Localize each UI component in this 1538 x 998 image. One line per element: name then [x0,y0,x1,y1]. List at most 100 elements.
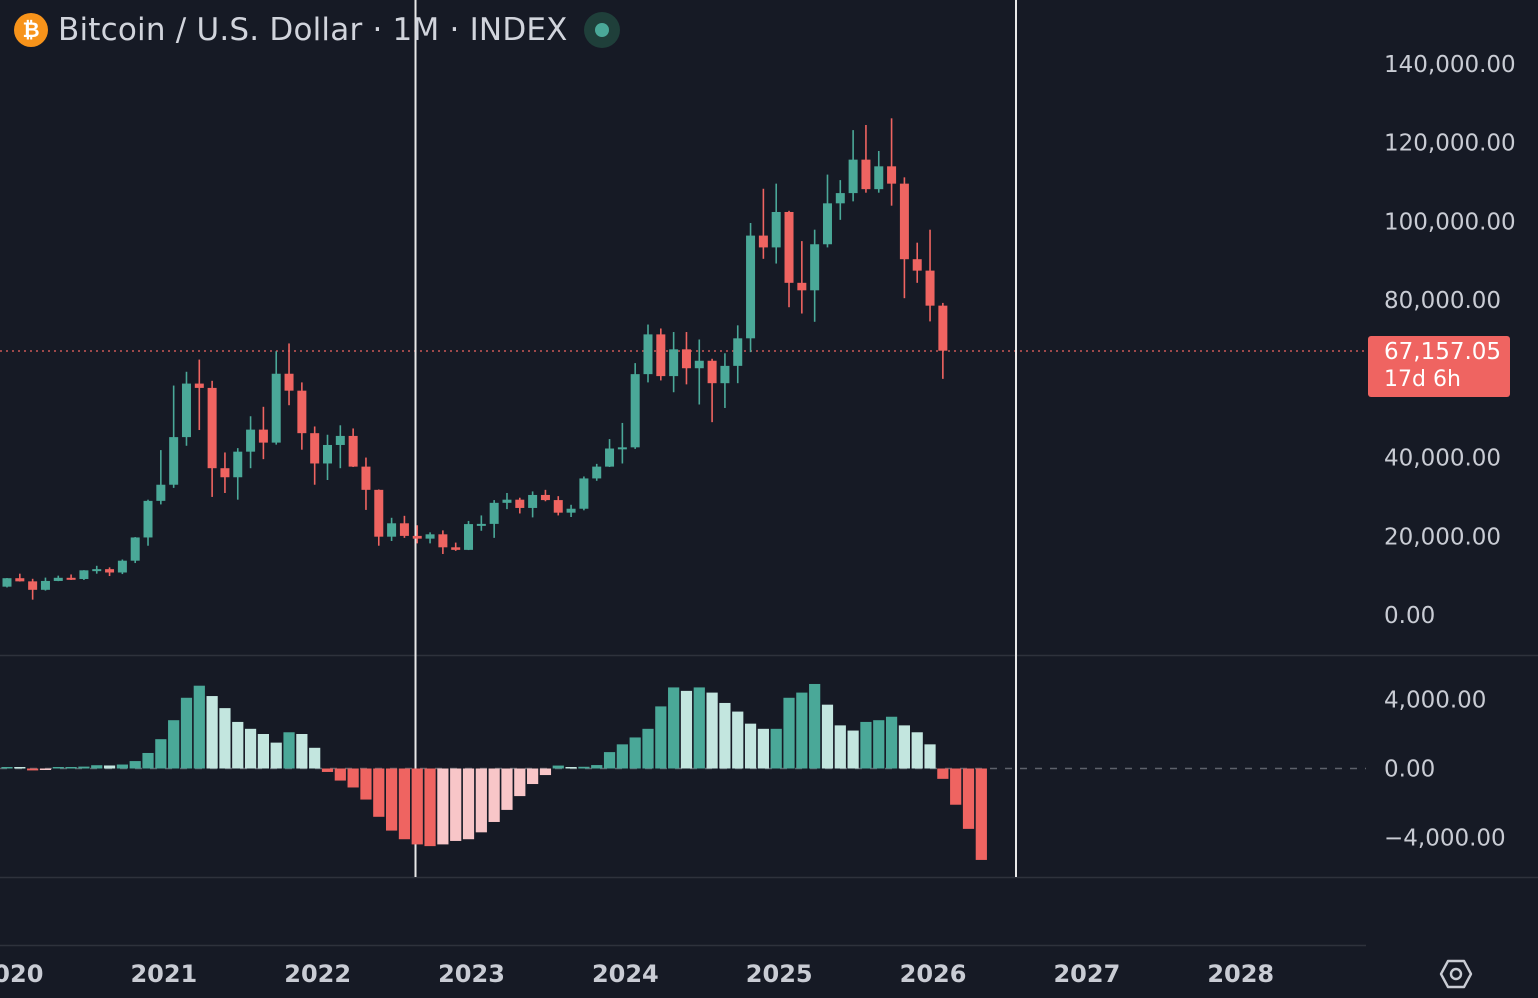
histogram-bar [386,768,398,831]
price-axis: 140,000.00 120,000.00 100,000.00 80,000.00 4… [1384,52,1516,629]
histogram-bar [1,767,13,769]
histogram-bar [783,697,795,769]
candle [310,426,320,485]
candle [451,542,461,551]
histogram-bar [668,687,680,769]
histogram-bar [873,720,885,769]
candle [246,416,256,469]
histogram-bar [168,720,180,769]
histogram-bar [693,687,705,769]
histogram-bar [616,744,628,769]
candle [874,150,884,193]
candle [733,325,743,384]
histogram-bar [937,768,949,779]
histogram-bar [514,768,526,797]
histogram-bar [719,702,731,769]
candle [925,229,935,322]
candle [489,500,499,538]
histogram-bar [373,768,385,817]
histogram-axis-tick: 0.00 [1384,757,1435,783]
histogram-bar [950,768,962,805]
histogram-bar [193,685,205,769]
candle [117,559,127,575]
candle [502,492,512,510]
candle [361,457,371,510]
candle [835,180,845,220]
price-axis-tick: 120,000.00 [1384,131,1516,157]
time-axis-tick: 2023 [438,960,505,988]
histogram-bar [898,725,910,769]
time-axis-tick: 2025 [746,960,813,988]
candle [540,489,550,502]
histogram-bar [219,708,231,769]
histogram-bar [706,692,718,769]
market-status-dot-icon[interactable] [583,12,620,48]
candle [746,223,756,353]
candle [528,491,538,518]
candle [66,574,76,580]
histogram-bar [539,768,552,776]
histogram-bar [603,752,616,769]
candle [130,537,140,564]
candle [515,497,525,514]
time-axis-tick: 2026 [900,960,967,988]
vertical-markers [414,0,1017,877]
histogram-bar [629,737,641,769]
candle [220,452,230,493]
histogram-bar [347,768,359,788]
candle [669,332,679,393]
candle [348,428,358,468]
candle [169,385,179,488]
histogram-bar [91,765,103,769]
histogram-bar [39,768,52,770]
histogram-bar [501,768,513,810]
symbol-title[interactable]: Bitcoin / U.S. Dollar · 1M · INDEX [58,12,568,48]
candle [464,520,474,551]
settings-hexagon-icon[interactable] [1436,954,1476,994]
candle [579,476,589,511]
histogram-bar [796,692,808,769]
time-axis-tick: 2021 [130,960,197,988]
histogram-axis: 4,000.00 0.00 −4,000.00 [1384,688,1506,852]
candle [912,242,922,283]
candle [387,517,397,542]
candle [105,567,115,577]
histogram-bar [488,768,500,822]
candle [374,489,384,546]
candle [694,339,704,405]
current-price-label: 67,157.05 [1384,339,1502,365]
histogram-bar [975,768,987,860]
histogram-bar [244,728,257,769]
histogram-bar [14,767,26,769]
candle [476,515,486,531]
histogram-bar [424,768,436,847]
histogram-bar [257,734,269,769]
histogram-bar [911,732,923,769]
candle [425,532,435,544]
candle [630,363,640,449]
histogram-bar [565,767,577,769]
candle [592,463,602,481]
histogram-bar [552,765,564,769]
histogram-bar [411,768,423,845]
candle [2,578,12,588]
histogram-bar [847,730,859,769]
candle [156,450,166,505]
candle [323,434,332,481]
candle [412,525,422,544]
candle [643,324,653,383]
candle [53,575,63,582]
candle [40,577,50,591]
candle [566,504,576,518]
candle [822,174,832,248]
histogram-bar [142,752,154,769]
histogram-bar [962,768,975,829]
histogram-bar [155,739,167,769]
chart-separators [0,350,1538,947]
histogram-bar [334,768,346,781]
bar-countdown-label: 17d 6h [1384,367,1461,392]
histogram-bar [450,768,462,841]
